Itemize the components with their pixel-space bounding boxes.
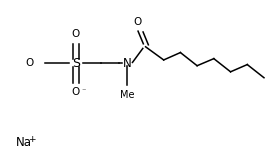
Text: Me: Me xyxy=(120,89,135,100)
Text: O: O xyxy=(72,87,80,97)
Text: O: O xyxy=(25,58,33,68)
Text: O: O xyxy=(133,17,141,27)
Text: ⁻: ⁻ xyxy=(81,86,86,95)
Text: Na: Na xyxy=(16,136,32,149)
Text: O: O xyxy=(72,29,80,40)
Text: N: N xyxy=(123,57,132,70)
Text: +: + xyxy=(28,135,36,144)
Text: S: S xyxy=(72,57,80,70)
